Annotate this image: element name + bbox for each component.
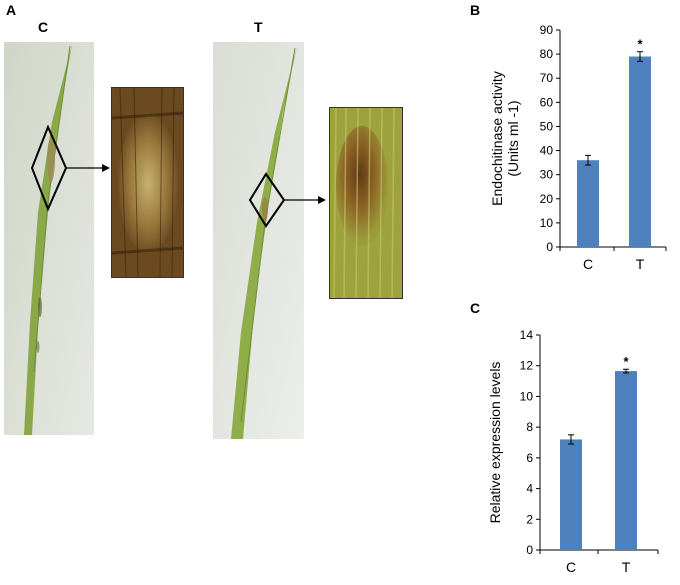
category-label-T: T [622, 559, 631, 575]
y-tick-label: 14 [520, 328, 534, 342]
y-tick-label: 4 [526, 482, 533, 496]
bar-T [629, 56, 651, 248]
control-leaf-label: C [38, 19, 49, 35]
y-tick-label: 60 [540, 95, 554, 109]
bar-T [615, 371, 637, 550]
y-tick-label: 10 [540, 216, 554, 230]
y-axis-label: Endochitinase activity [489, 71, 505, 206]
category-label-C: C [583, 256, 593, 272]
y-tick-label: 0 [546, 240, 553, 254]
y-tick-label: 8 [526, 420, 533, 434]
treated-leaf-label: T [254, 19, 263, 35]
control-leaf-photo [4, 42, 94, 435]
y-tick-label: 0 [526, 543, 533, 557]
category-label-T: T [636, 256, 645, 272]
treated-lesion-marker [248, 172, 326, 228]
y-tick-label: 80 [540, 47, 554, 61]
bar-C [577, 160, 599, 247]
y-tick-label: 10 [520, 389, 534, 403]
y-tick-label: 30 [540, 168, 554, 182]
y-tick-label: 20 [540, 192, 554, 206]
y-tick-label: 2 [526, 512, 533, 526]
bar-C [560, 439, 582, 550]
panel-a-letter: A [6, 2, 17, 18]
control-lesion-zoom [111, 87, 184, 278]
y-tick-label: 12 [520, 359, 534, 373]
treated-leaf-photo [213, 42, 304, 439]
treated-lesion-zoom [329, 107, 403, 299]
y-axis-label: (Units ml -1) [505, 100, 521, 176]
significance-marker-T: * [637, 37, 643, 52]
expression-chart: 0 2 4 6 8 10 12 14 C * T Relative expression levels [487, 328, 659, 575]
panel-b-letter: B [470, 2, 481, 18]
panel-c-letter: C [470, 300, 481, 316]
significance-marker-T: * [623, 354, 629, 369]
y-tick-label: 90 [540, 23, 554, 37]
endochitinase-chart: 0 10 20 30 40 50 60 70 80 90 C * T Endochitinase acti… [489, 23, 667, 272]
y-tick-label: 70 [540, 71, 554, 85]
category-label-C: C [566, 559, 576, 575]
y-tick-label: 6 [526, 451, 533, 465]
control-lesion-marker [30, 125, 110, 212]
y-tick-label: 40 [540, 144, 554, 158]
y-axis-label: Relative expression levels [487, 362, 503, 524]
y-tick-label: 50 [540, 119, 554, 133]
